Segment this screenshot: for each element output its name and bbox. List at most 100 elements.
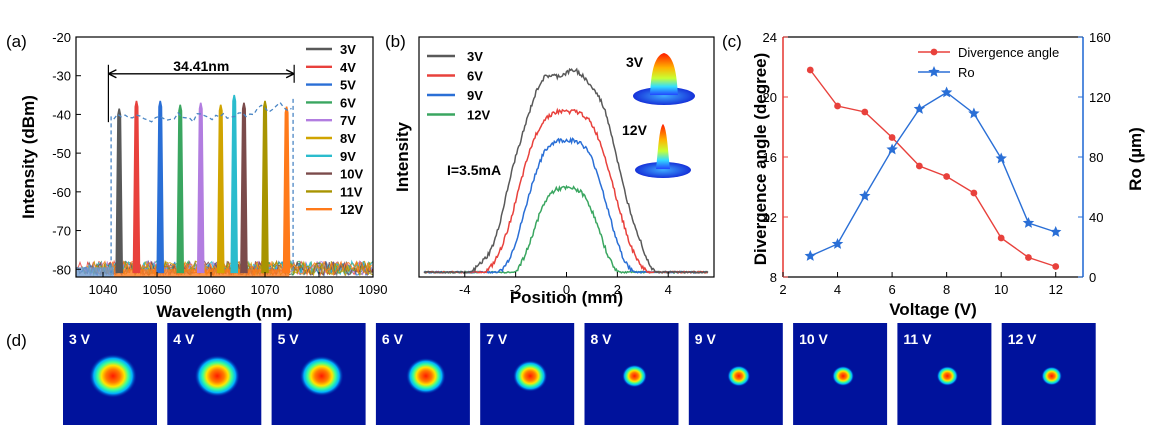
- legend-label: 9V: [340, 149, 356, 164]
- y-right-tick-label: 80: [1089, 150, 1103, 165]
- beam-label: 7 V: [486, 331, 508, 347]
- y-right-tick-label: 40: [1089, 210, 1103, 225]
- y-left-tick-label: 24: [763, 30, 777, 45]
- inset-label-12v: 12V: [622, 122, 648, 138]
- x-tick-label: 10: [994, 282, 1008, 297]
- peak-4V: [132, 100, 141, 274]
- peak-12V: [282, 106, 291, 274]
- legend-marker-ro: [928, 66, 940, 77]
- y-right-tick-label: 160: [1089, 30, 1111, 45]
- peak-8V: [216, 104, 225, 274]
- inset-label-3v: 3V: [626, 54, 644, 70]
- bandwidth-arrowheads: [108, 69, 295, 79]
- divergence-point: [834, 102, 841, 110]
- inset-12v: 12V: [622, 122, 691, 178]
- beam-profile-10v: 10 V: [793, 323, 888, 425]
- peak-10V: [240, 102, 248, 274]
- x-tick-label: 1060: [197, 282, 226, 297]
- legend-label: 3V: [340, 42, 356, 57]
- panel-label-b: (b): [385, 32, 406, 51]
- beam-spot: [1041, 366, 1063, 386]
- beam-profile-6v: 6 V: [375, 323, 470, 425]
- ro-point: [968, 107, 980, 119]
- peak-5V: [156, 100, 165, 274]
- y-tick-label: -80: [52, 262, 71, 277]
- legend-label: 12V: [467, 108, 490, 123]
- beam-spot: [405, 357, 446, 395]
- y-tick-label: -40: [52, 107, 71, 122]
- peak-7V: [196, 102, 205, 274]
- y-right-axis-title: Ro (µm): [1126, 127, 1145, 191]
- legend-label: 3V: [467, 49, 483, 64]
- divergence-point: [1025, 254, 1032, 261]
- beam-spot: [89, 354, 137, 398]
- x-tick-label: 2: [614, 282, 621, 297]
- panel-label-c: (c): [722, 32, 742, 51]
- x-tick-label: 4: [665, 282, 672, 297]
- beam-label: 5 V: [278, 331, 300, 347]
- x-axis-title-a: Wavelength (nm): [156, 302, 292, 321]
- x-tick-label: 1050: [143, 282, 172, 297]
- ro-point: [995, 152, 1007, 164]
- series-line-ro: [810, 91, 1056, 257]
- ro-point: [1050, 226, 1062, 237]
- beam-profile-4v: 4 V: [167, 323, 262, 425]
- y-left-axis-title: Divergence angle (degree): [751, 53, 770, 266]
- intensity-profile-chart: 3V 12V -4 -2 0 2 4 Position (mm) Intensity I=3.…: [393, 36, 715, 307]
- y-left-tick-label: 12: [763, 210, 777, 225]
- inset-peak-12v: [656, 124, 670, 169]
- x-tick-label: 1040: [89, 282, 118, 297]
- y-tick-label: -70: [52, 224, 71, 239]
- divergence-point: [943, 173, 951, 180]
- beam-label: 6 V: [382, 331, 404, 347]
- x-tick-label: 2: [779, 282, 786, 297]
- beam-profile-12v: 12 V: [1001, 323, 1096, 425]
- ro-point: [886, 143, 898, 155]
- envelope-line: [113, 101, 292, 123]
- y-left-tick-label: 20: [763, 90, 777, 105]
- inset-3v: 3V: [626, 53, 695, 105]
- spectrum-chart: 34.41nm 1040 1050 1060 1070 1080 1090 -20 -30 -40…: [19, 30, 387, 321]
- divergence-point: [861, 108, 869, 116]
- x-tick-label: 8: [943, 282, 950, 297]
- beam-profile-11v: 11 V: [897, 323, 992, 425]
- current-annotation: I=3.5mA: [447, 162, 501, 178]
- beam-profile-row: 3 V 4 V 5 V 6 V 7 V 8 V 9 V 10 V 11 V 12 V: [63, 323, 1096, 425]
- beam-profile-7v: 7 V: [480, 323, 575, 425]
- beam-label: 3 V: [69, 331, 91, 347]
- inset-peak-3v: [650, 53, 678, 95]
- panel-label-d: (d): [6, 331, 27, 350]
- ro-point: [804, 250, 816, 261]
- ro-point: [831, 238, 844, 249]
- divergence-point: [997, 234, 1005, 242]
- x-tick-label: 4: [834, 282, 841, 297]
- panel-label-a: (a): [6, 32, 27, 51]
- beam-label: 4 V: [173, 331, 195, 347]
- ro-point: [859, 190, 871, 201]
- beam-label: 12 V: [1008, 331, 1037, 347]
- y-axis-title-b: Intensity: [393, 122, 412, 192]
- beam-profile-5v: 5 V: [271, 323, 366, 425]
- inset-disk-3v: [633, 87, 695, 105]
- legend-label: 6V: [467, 69, 483, 84]
- legend-label: 10V: [340, 167, 363, 182]
- inset-disk-12v: [635, 162, 691, 178]
- legend-label: 11V: [340, 184, 363, 199]
- ro-point: [940, 86, 953, 98]
- beam-label: 9 V: [695, 331, 717, 347]
- divergence-point: [1052, 263, 1060, 270]
- legend-label: 6V: [340, 95, 356, 110]
- divergence-point: [970, 189, 978, 197]
- legend-label-divergence: Divergence angle: [958, 45, 1059, 60]
- divergence-point: [888, 134, 896, 141]
- x-tick-label: -4: [459, 282, 471, 297]
- divergence-point: [806, 66, 814, 74]
- peak-9V: [230, 94, 239, 274]
- beam-spot: [299, 355, 344, 397]
- x-axis-title-b: Position (mm): [510, 288, 623, 307]
- ro-point: [913, 103, 926, 114]
- legend-label: 5V: [340, 78, 356, 93]
- beam-profile-8v: 8 V: [584, 323, 679, 425]
